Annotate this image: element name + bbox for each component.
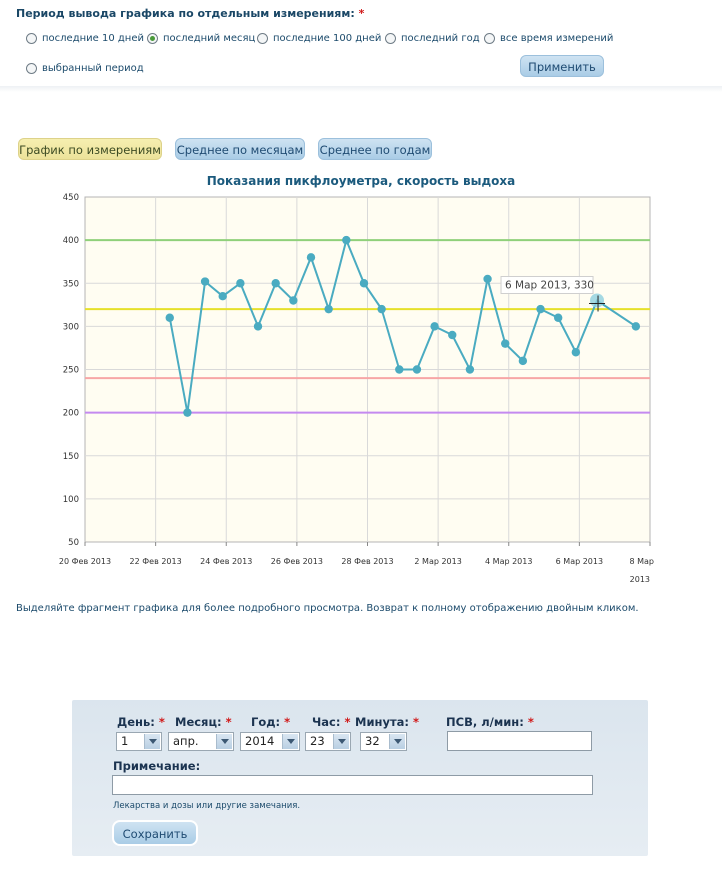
data-point[interactable] — [448, 330, 457, 340]
x-tick-label: 6 Мар 2013 — [556, 557, 603, 566]
chart-y-ticks: 450 400 350 300 250 200 150 100 50 — [63, 193, 79, 548]
y-tick-label: 450 — [63, 193, 79, 203]
tooltip-text: 6 Мар 2013, 330 — [505, 280, 594, 292]
month-select[interactable]: апр. — [168, 732, 234, 751]
x-tick-label: 20 Фев 2013 — [59, 557, 111, 566]
radio-button[interactable] — [26, 33, 37, 44]
y-tick-label: 200 — [63, 409, 79, 419]
year-select[interactable]: 2014 — [240, 732, 300, 751]
radio-last-10-days[interactable]: последние 10 дней — [26, 33, 144, 44]
data-point[interactable] — [342, 235, 351, 245]
data-point[interactable] — [359, 279, 369, 288]
day-label: День: * — [117, 715, 165, 729]
data-point[interactable] — [218, 291, 227, 301]
year-label: Год: * — [251, 715, 291, 729]
y-tick-label: 100 — [63, 495, 79, 505]
x-tick-label: 2 Мар 2013 — [414, 557, 461, 566]
y-tick-label: 400 — [63, 236, 79, 246]
data-point[interactable] — [289, 296, 298, 305]
note-hint: Лекарства и дозы или другие замечания. — [113, 801, 301, 811]
y-tick-label: 350 — [63, 279, 79, 289]
radio-selected-period[interactable]: выбранный период — [26, 63, 144, 74]
data-point[interactable] — [430, 322, 439, 331]
chart-zones — [85, 239, 650, 414]
data-point[interactable] — [590, 293, 605, 308]
hour-select[interactable]: 23 — [305, 732, 351, 751]
data-point[interactable] — [271, 279, 280, 288]
chart-x-ticks: 20 Фев 2013 22 Фев 2013 24 Фев 2013 26 Фев … — [59, 542, 654, 584]
minute-select[interactable]: 32 — [360, 732, 407, 751]
tab-by-measurements[interactable]: График по измерениям — [18, 138, 162, 160]
y-tick-label: 50 — [68, 538, 79, 548]
hour-label: Час: * — [312, 715, 351, 729]
data-point[interactable] — [465, 365, 475, 374]
crosshair-icon — [589, 295, 606, 312]
data-point[interactable] — [631, 322, 641, 331]
data-point[interactable] — [395, 365, 404, 374]
psv-input[interactable] — [447, 731, 592, 751]
period-title: Период вывода графика по отдельным измер… — [16, 7, 365, 20]
radio-all-time[interactable]: все время измерений — [484, 33, 613, 44]
chart-title: Показания пикфлоуметра, скорость выдоха — [206, 174, 516, 188]
tooltip-box — [500, 276, 594, 294]
month-label: Месяц: * — [175, 715, 232, 729]
data-point[interactable] — [200, 277, 210, 286]
minute-label: Минута: * — [355, 715, 419, 729]
chart-svg[interactable]: 450 400 350 300 250 200 150 100 50 20 Фев 2013 22… — [0, 0, 722, 600]
x-tick-label: 28 Фев 2013 — [341, 557, 393, 566]
radio-button[interactable] — [484, 33, 495, 44]
data-point[interactable] — [571, 348, 581, 357]
chart-tooltip: 6 Мар 2013, 330 — [500, 276, 594, 294]
chevron-down-icon[interactable] — [389, 734, 405, 749]
data-point[interactable] — [324, 304, 333, 314]
x-tick-label: 4 Мар 2013 — [485, 557, 532, 566]
radio-button[interactable] — [257, 33, 268, 44]
x-tick-label: 24 Фев 2013 — [200, 557, 252, 566]
x-tick-label: 26 Фев 2013 — [271, 557, 323, 566]
x-tick-label: 22 Фев 2013 — [130, 557, 182, 566]
data-point[interactable] — [236, 279, 245, 288]
data-point[interactable] — [518, 356, 528, 366]
radio-button[interactable] — [147, 33, 158, 44]
apply-button[interactable]: Применить — [520, 55, 604, 77]
y-tick-label: 300 — [63, 322, 79, 332]
data-point[interactable] — [412, 365, 422, 374]
series-line — [168, 236, 637, 413]
data-point[interactable] — [253, 322, 263, 331]
radio-last-year[interactable]: последний год — [385, 33, 480, 44]
panel-divider — [0, 86, 722, 92]
data-point[interactable] — [183, 408, 192, 417]
save-button[interactable]: Сохранить — [112, 820, 198, 846]
tab-monthly-average[interactable]: Среднее по месяцам — [175, 138, 305, 160]
data-point[interactable] — [501, 339, 510, 348]
x-tick-label: 8 Мар — [629, 557, 654, 566]
radio-button[interactable] — [385, 33, 396, 44]
data-point[interactable] — [306, 253, 316, 262]
measurement-form: День: * Месяц: * Год: * Час: * Минута: *… — [72, 700, 648, 856]
note-label: Примечание: — [113, 759, 201, 773]
data-point[interactable] — [553, 313, 563, 322]
chevron-down-icon[interactable] — [144, 734, 160, 749]
radio-last-100-days[interactable]: последние 100 дней — [257, 33, 381, 44]
psv-label: ПСВ, л/мин: * — [446, 715, 534, 729]
data-point[interactable] — [483, 274, 492, 284]
radio-last-month[interactable]: последний месяц — [147, 33, 255, 44]
y-tick-label: 250 — [63, 366, 79, 376]
chevron-down-icon[interactable] — [333, 734, 349, 749]
data-point[interactable] — [536, 304, 545, 314]
data-point[interactable] — [165, 313, 174, 322]
chart-hint: Выделяйте фрагмент графика для более под… — [16, 603, 639, 614]
day-select[interactable]: 1 — [116, 732, 162, 751]
chevron-down-icon[interactable] — [216, 734, 232, 749]
y-tick-label: 150 — [63, 452, 79, 462]
x-tick-label: 2013 — [630, 575, 650, 584]
radio-button[interactable] — [26, 63, 37, 74]
data-point[interactable] — [377, 304, 386, 314]
chevron-down-icon[interactable] — [282, 734, 298, 749]
tab-yearly-average[interactable]: Среднее по годам — [318, 138, 432, 160]
note-input[interactable] — [112, 775, 593, 795]
